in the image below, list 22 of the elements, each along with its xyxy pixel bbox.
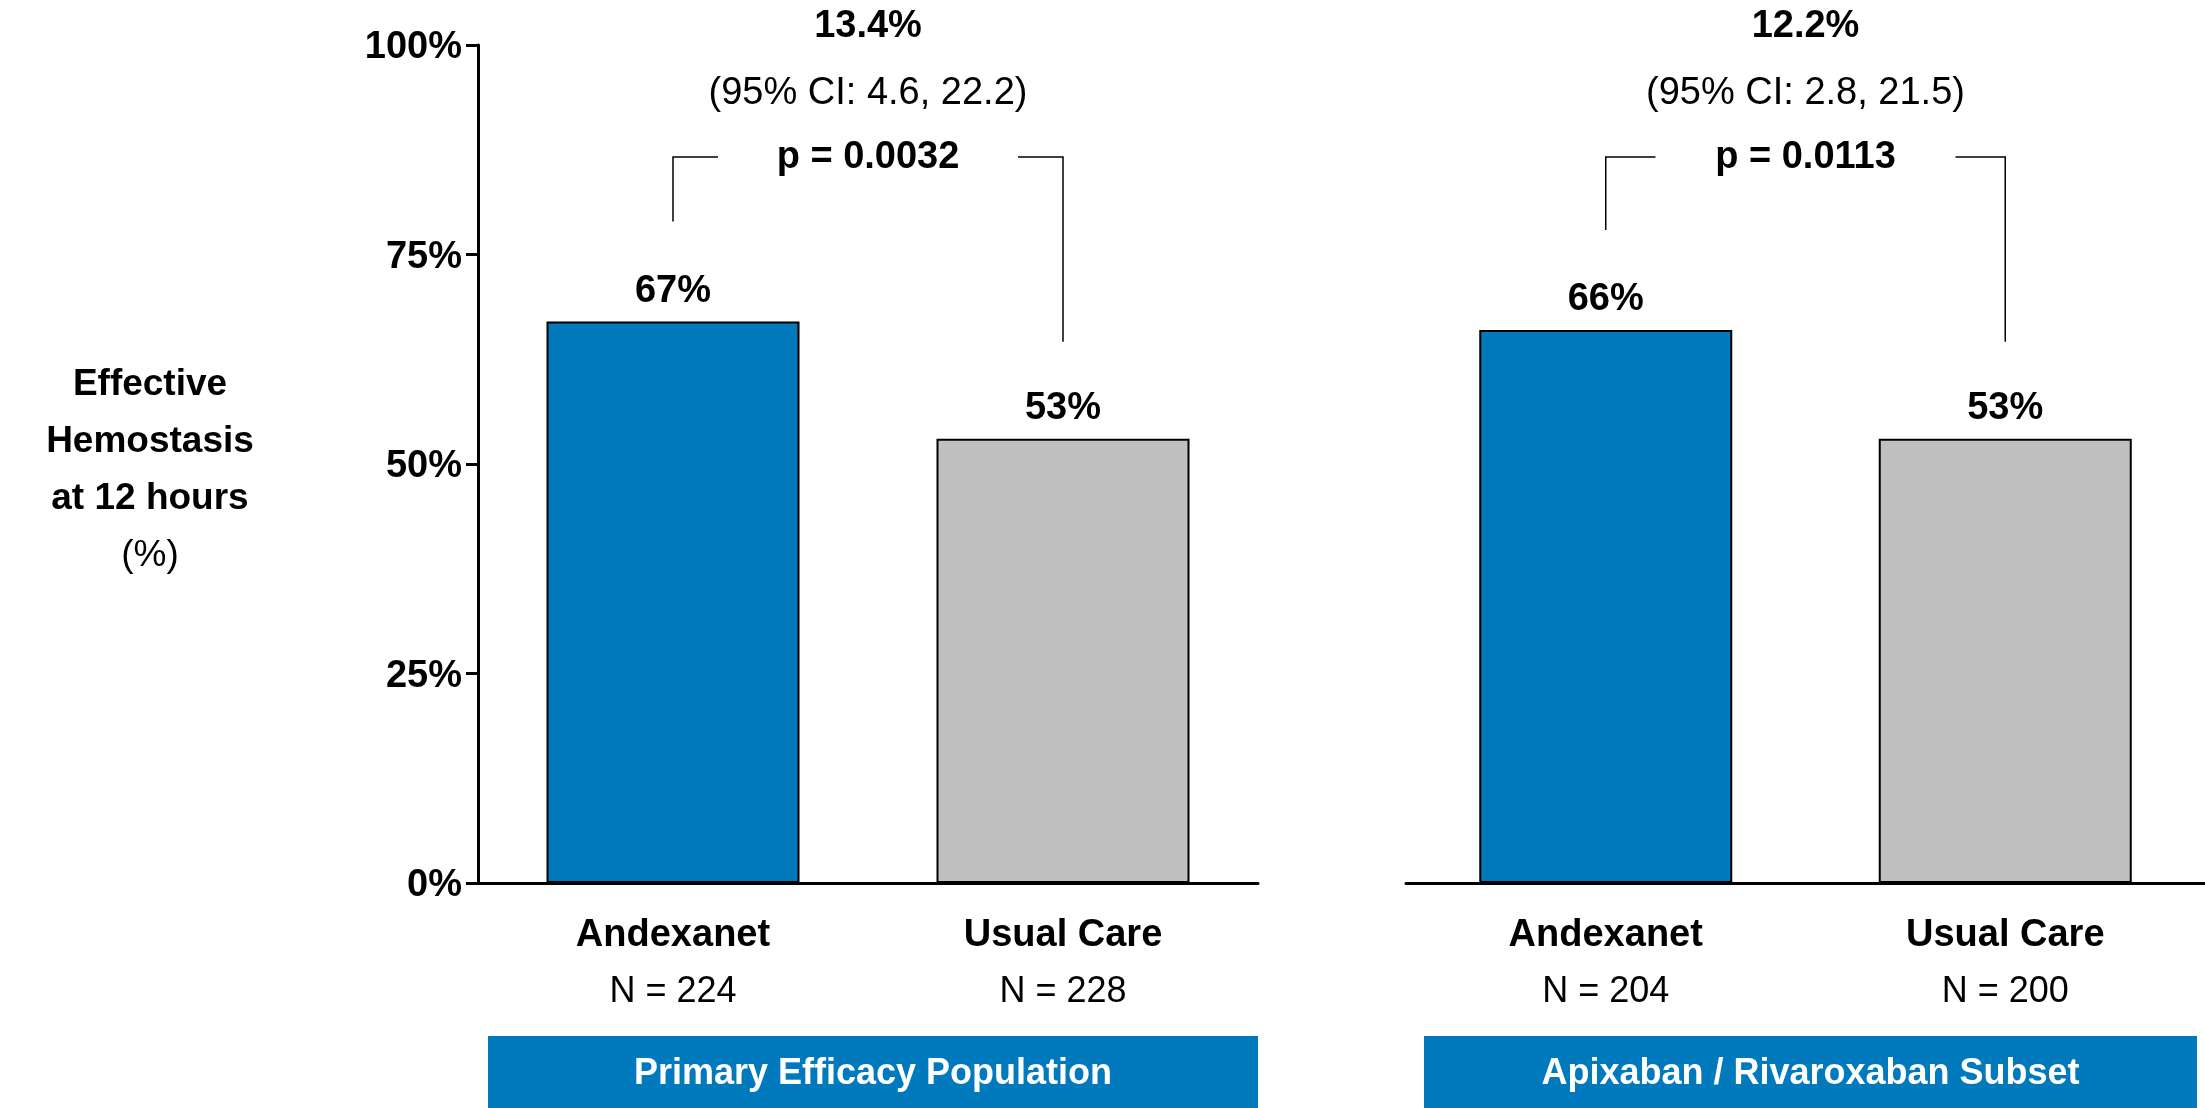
- x-tick-label: Andexanet N = 204: [1508, 912, 1704, 1010]
- data-label: 53%: [1967, 384, 2044, 427]
- x-tick-label: Andexanet N = 224: [575, 912, 771, 1010]
- data-label: 67%: [634, 267, 712, 310]
- annotation: (95% CI: 4.6, 22.2): [708, 70, 1028, 112]
- x-axis-title: Apixaban / Rivaroxaban Subset: [1424, 1036, 2197, 1108]
- annotation: p = 0.0032: [776, 134, 960, 176]
- text: 13.4%: [814, 3, 922, 45]
- y-tick-label: 75%: [385, 233, 462, 276]
- x-axis-title: Primary Efficacy Population: [488, 1036, 1258, 1108]
- y-tick-label: 25%: [385, 652, 462, 695]
- data-label: 53%: [1024, 384, 1102, 427]
- annotation: (95% CI: 2.8, 21.5): [1646, 70, 1965, 112]
- data-label: 66%: [1567, 275, 1644, 318]
- y-tick-label: 0%: [407, 862, 462, 904]
- y-tick-label: 100%: [364, 24, 462, 66]
- x-tick-label: Usual Care N = 228: [963, 912, 1163, 1010]
- text: 12.2%: [1751, 3, 1860, 45]
- y-axis-title: Effective Hemostasis at 12 hours (%): [46, 362, 254, 574]
- annotation: p = 0.0113: [1715, 134, 1896, 176]
- x-tick-label: Usual Care N = 200: [1905, 912, 2105, 1010]
- y-tick-label: 50%: [385, 443, 462, 485]
